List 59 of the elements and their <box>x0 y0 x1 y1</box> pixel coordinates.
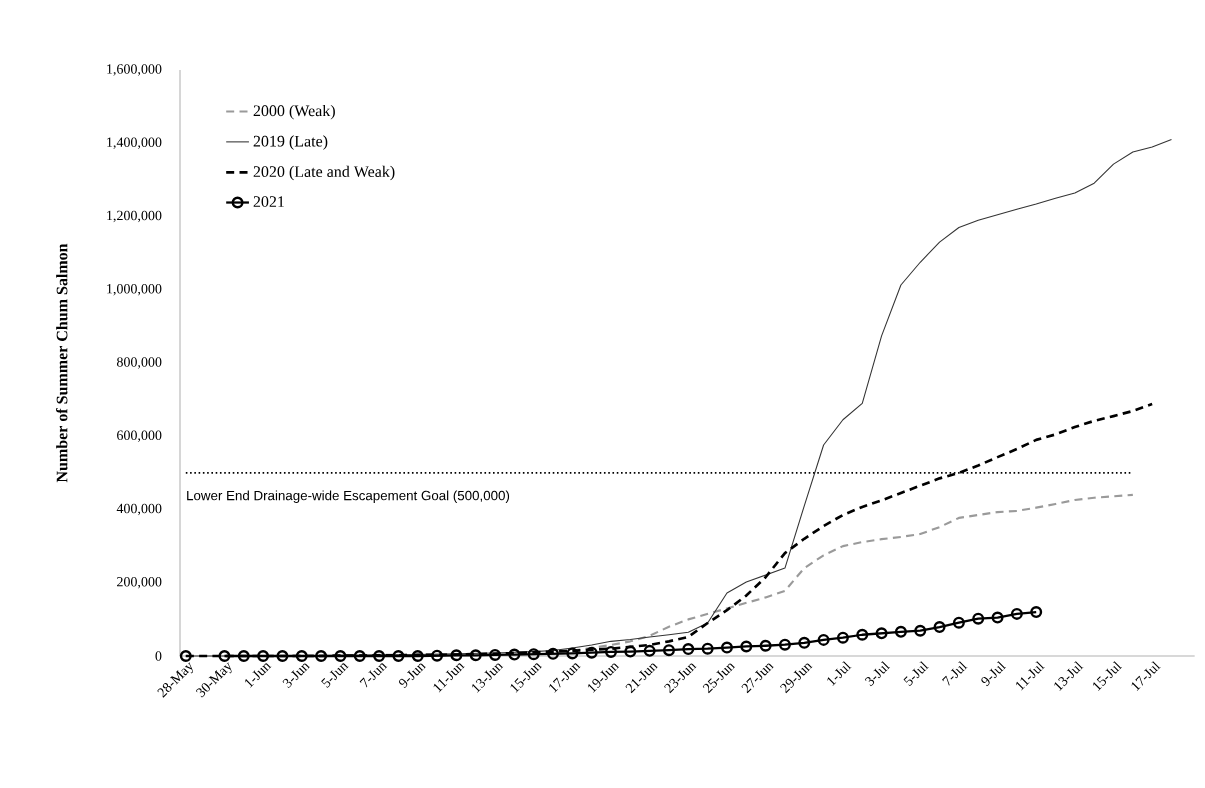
point <box>740 640 753 653</box>
point <box>469 649 482 662</box>
point <box>1010 607 1023 620</box>
point <box>759 639 772 652</box>
legend-label: 2019 (Late) <box>253 135 328 150</box>
point <box>662 644 675 657</box>
point <box>952 616 965 629</box>
point <box>933 621 946 634</box>
point <box>701 642 714 655</box>
point <box>991 611 1004 624</box>
point <box>295 650 308 662</box>
y-tick-label: 1,200,000 <box>107 210 162 223</box>
legend-label: 2020 (Late and Weak) <box>253 165 395 181</box>
point <box>450 649 463 662</box>
ref-line-label: Lower End Drainage-wide Escapement Goal (500,000) <box>187 490 510 503</box>
point <box>257 650 270 662</box>
point <box>547 647 560 660</box>
point <box>643 644 656 657</box>
point <box>315 650 328 662</box>
point <box>566 647 579 660</box>
point <box>237 650 250 662</box>
point <box>411 650 424 662</box>
point <box>508 648 521 661</box>
point <box>218 650 231 662</box>
point <box>353 650 366 662</box>
point <box>972 612 985 625</box>
point <box>373 650 386 662</box>
point <box>798 636 811 649</box>
y-tick-label: 400,000 <box>116 503 162 516</box>
point <box>489 648 502 661</box>
point <box>836 631 849 644</box>
point <box>179 650 192 662</box>
point <box>431 649 444 662</box>
y-tick-label: 1,600,000 <box>107 64 162 76</box>
y-tick-label: 600,000 <box>117 430 162 442</box>
point <box>334 650 347 662</box>
point <box>817 633 830 646</box>
y-tick-label: 200,000 <box>117 577 162 589</box>
point <box>624 645 637 658</box>
point <box>1030 606 1043 619</box>
point <box>682 643 695 656</box>
point <box>585 646 598 659</box>
point <box>894 625 907 638</box>
y-tick-label: 800,000 <box>116 357 162 369</box>
point <box>856 628 869 641</box>
point <box>875 627 888 640</box>
y-axis-title: Number of Summer Chum Salmon <box>56 243 68 483</box>
point <box>778 638 791 651</box>
y-tick-label: 1,400,000 <box>107 137 162 149</box>
point <box>527 648 540 661</box>
y-tick-label: 0 <box>155 651 162 661</box>
legend-label: 2021 <box>253 196 284 207</box>
point <box>392 650 405 662</box>
point <box>720 641 733 654</box>
point <box>914 624 927 637</box>
point <box>605 645 617 658</box>
legend-label: 2000 (Weak) <box>253 104 335 120</box>
y-tick-label: 1,000,000 <box>107 284 162 296</box>
point <box>276 650 289 662</box>
